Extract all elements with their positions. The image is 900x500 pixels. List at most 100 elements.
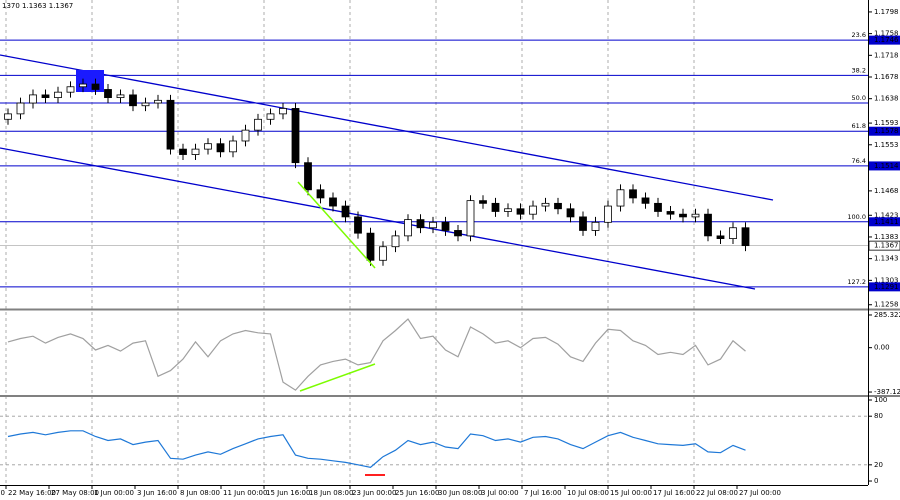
- candle-body: [266, 113, 275, 120]
- price-box-label: 1.1411: [874, 218, 899, 226]
- candle-body: [416, 219, 425, 229]
- candle-body: [279, 108, 287, 115]
- candle-body: [454, 230, 462, 237]
- candle-body: [254, 118, 262, 131]
- candle-body: [641, 197, 650, 204]
- candle-body: [479, 200, 487, 204]
- price-box-label: 1.1514: [874, 162, 899, 170]
- candle-body: [329, 197, 337, 207]
- x-tick-label: 7 Jul 16:00: [524, 489, 562, 497]
- price-box: [869, 35, 900, 45]
- candle-body: [4, 113, 12, 120]
- candle-body: [391, 235, 400, 248]
- y-tick-label: 1.1798: [874, 8, 899, 16]
- x-tick-label: 18 Jun 08:00: [309, 489, 353, 497]
- channel-upper: [0, 54, 774, 201]
- levels: 23.6 38.2 50.0 61.8 76.4 100.0 127.2: [0, 31, 868, 466]
- candle-body: [529, 205, 537, 215]
- fib-level-label: 61.8: [852, 122, 866, 130]
- y-tick-label: -387.129: [874, 388, 900, 396]
- fib-level-label: 50.0: [852, 94, 866, 102]
- candle-body: [154, 99, 162, 104]
- candle-body: [379, 246, 387, 261]
- candle-body: [541, 202, 550, 207]
- candle-body: [591, 221, 600, 231]
- y-tick-label: 1.1638: [874, 95, 899, 103]
- y-tick-label: 0: [874, 477, 878, 485]
- candle-body: [366, 232, 375, 261]
- candle-body: [179, 148, 187, 155]
- candle-body: [166, 99, 175, 150]
- candle-body: [729, 227, 737, 239]
- candle-body: [679, 213, 687, 218]
- candle-body: [616, 189, 625, 207]
- candle-body: [741, 227, 750, 247]
- x-tick-label: 3 Jul 00:00: [481, 489, 519, 497]
- candle-body: [229, 140, 237, 153]
- x-tick-label: 8 Jun 08:00: [180, 489, 220, 497]
- y-tick-label: 1.1383: [874, 233, 899, 241]
- x-tick-label: 30 Jun 08:00: [438, 489, 482, 497]
- x-tick-label: 11 Jun 00:00: [223, 489, 267, 497]
- x-tick-label: 10 Jul 08:00: [567, 489, 609, 497]
- divergence-cci: [299, 363, 376, 392]
- candle-body: [429, 221, 437, 229]
- last-price-box: [868, 240, 900, 251]
- candle-body: [354, 216, 362, 234]
- candle-body: [441, 221, 450, 231]
- y-tick-label: 80: [874, 412, 883, 420]
- candle-body: [41, 94, 50, 99]
- y-tick-label: 1.1423: [874, 211, 899, 219]
- candle-body: [129, 94, 137, 107]
- candle-body: [604, 205, 612, 223]
- price-box-label: 1.1291: [874, 283, 899, 291]
- x-tick-label: 1 Jun 00:00: [94, 489, 134, 497]
- candle-body: [491, 202, 500, 212]
- candle-body: [241, 129, 250, 142]
- x-tick-label: 15 Jul 00:00: [610, 489, 652, 497]
- candle-body: [504, 208, 512, 212]
- y-tick-label: 1.1758: [874, 30, 899, 38]
- divergence-price: [297, 181, 376, 269]
- candle-body: [691, 213, 700, 218]
- candle-body: [16, 102, 25, 115]
- candle-body: [654, 202, 662, 212]
- price-box: [869, 282, 900, 292]
- candle-body: [704, 213, 712, 237]
- x-tick-label: 3 Jun 16:00: [137, 489, 177, 497]
- channel-lower: [0, 147, 756, 290]
- fib-level-label: 100.0: [847, 213, 866, 221]
- x-tick-label: 17 Jul 16:00: [653, 489, 695, 497]
- y-tick-label: 1.1553: [874, 141, 899, 149]
- marks: [4, 78, 750, 468]
- indicator-line: [7, 430, 746, 468]
- candle-body: [466, 200, 475, 237]
- x-tick-label: 25 Jun 16:00: [395, 489, 439, 497]
- x-tick-label: 27 Jul 00:00: [739, 489, 781, 497]
- x-tick-label: 22 May 16:00: [8, 489, 56, 497]
- price-box-label: 1.1746: [874, 36, 899, 44]
- x-tick-label: 22 Jul 08:00: [696, 489, 738, 497]
- candle-body: [216, 143, 225, 153]
- candle-body: [91, 83, 100, 90]
- candle-body: [29, 94, 37, 104]
- grid: [5, 0, 695, 485]
- candle-body: [666, 211, 675, 215]
- info-label: 1370 1.1363 1.1367: [2, 2, 73, 10]
- y-tick-label: 1.1593: [874, 119, 899, 127]
- last-price-label: 1.1367: [874, 242, 899, 250]
- y-tick-label: 285.322: [874, 311, 900, 319]
- candle-body: [54, 91, 62, 99]
- x-tick-label: 27 May 08:00: [51, 489, 99, 497]
- highlight-box: [76, 70, 104, 92]
- fib-level-label: 127.2: [847, 278, 866, 286]
- x-tick-label: 23 Jun 00:00: [352, 489, 396, 497]
- candle-body: [341, 205, 350, 218]
- y-tick-label: 1.1258: [874, 301, 899, 309]
- candle-body: [316, 189, 325, 199]
- candle-body: [304, 162, 312, 191]
- x-tick-label: 15 Jun 16:00: [266, 489, 310, 497]
- candle-body: [629, 189, 637, 199]
